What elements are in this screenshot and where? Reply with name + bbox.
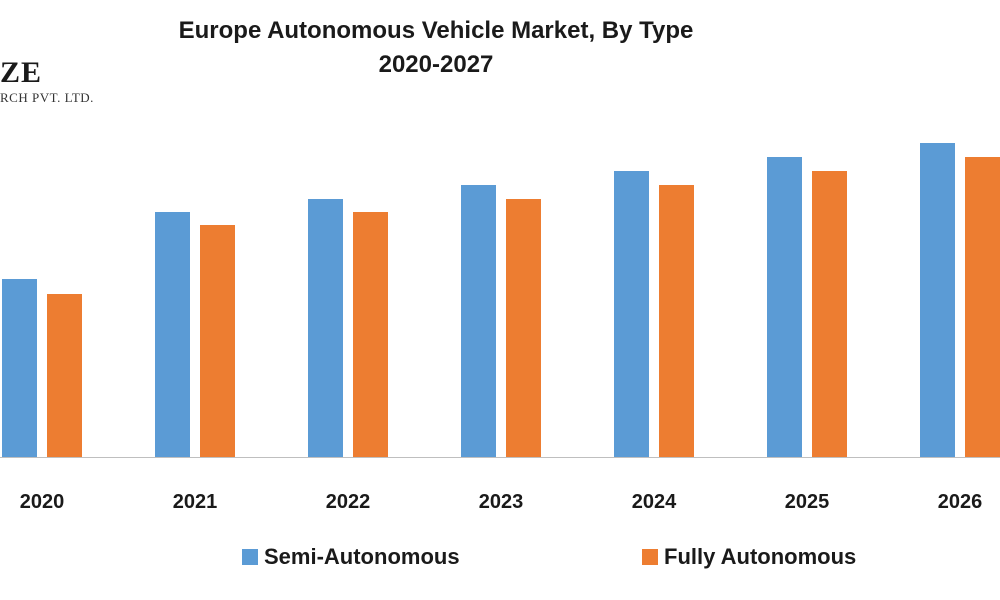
- x-tick-label-2024: 2024: [632, 491, 677, 513]
- logo-text-small: RCH PVT. LTD.: [0, 90, 94, 105]
- legend-item-semi-autonomous: Semi-Autonomous: [242, 544, 460, 570]
- bar-fully-autonomous-2026: [965, 157, 1000, 457]
- legend-swatch-semi-autonomous: [242, 549, 258, 565]
- legend-item-fully-autonomous: Fully Autonomous: [642, 544, 856, 570]
- x-tick-label-2023: 2023: [479, 491, 524, 513]
- chart-title-main: Europe Autonomous Vehicle Market, By Typ…: [178, 17, 694, 44]
- chart-subtitle: 2020-2027: [378, 51, 494, 78]
- bar-fully-autonomous-2022: [353, 212, 388, 457]
- logo-text-large: ZE: [0, 56, 43, 89]
- bar-semi-autonomous-2020: [2, 279, 37, 457]
- bar-semi-autonomous-2023: [461, 185, 496, 457]
- bar-semi-autonomous-2026: [920, 143, 955, 457]
- bar-fully-autonomous-2025: [812, 171, 847, 457]
- bar-fully-autonomous-2020: [47, 294, 82, 457]
- legend-swatch-fully-autonomous: [642, 549, 658, 565]
- bar-semi-autonomous-2024: [614, 171, 649, 457]
- x-tick-label-2025: 2025: [785, 491, 830, 513]
- x-tick-label-2020: 2020: [20, 491, 65, 513]
- bar-fully-autonomous-2024: [659, 185, 694, 457]
- bar-semi-autonomous-2022: [308, 199, 343, 457]
- bar-fully-autonomous-2021: [200, 225, 235, 457]
- legend-label-fully-autonomous: Fully Autonomous: [664, 544, 857, 569]
- chart-title: Europe Autonomous Vehicle Market, By Typ…: [0, 14, 872, 82]
- bar-fully-autonomous-2023: [506, 199, 541, 457]
- x-tick-label-2021: 2021: [173, 491, 218, 513]
- x-tick-label-2026: 2026: [938, 491, 983, 513]
- bar-semi-autonomous-2021: [155, 212, 190, 457]
- chart-legend: Semi-Autonomous Fully Autonomous: [0, 544, 1000, 576]
- x-tick-label-2022: 2022: [326, 491, 371, 513]
- legend-label-semi-autonomous: Semi-Autonomous: [264, 544, 460, 569]
- bar-semi-autonomous-2025: [767, 157, 802, 457]
